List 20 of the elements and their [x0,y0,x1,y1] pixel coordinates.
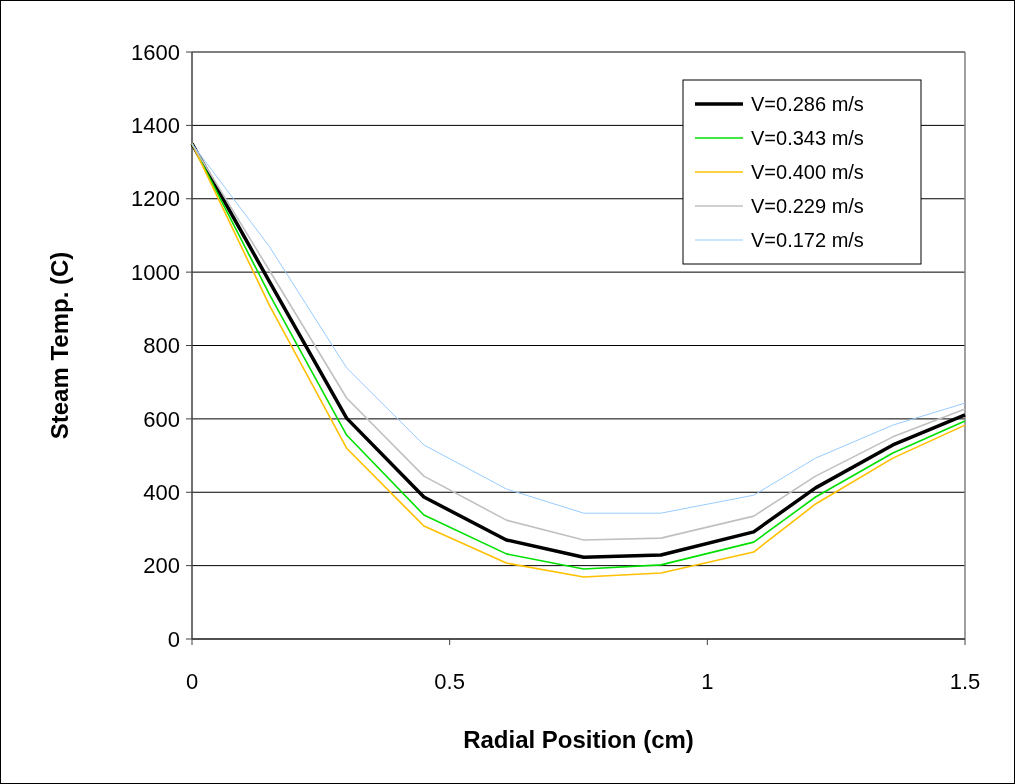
y-tick-label: 1600 [131,39,180,65]
y-tick-label: 1200 [131,186,180,212]
x-tick-label: 1.5 [949,669,981,694]
legend-label: V=0.229 m/s [751,195,864,217]
legend-label: V=0.286 m/s [751,93,864,115]
y-tick-label: 0 [167,626,180,652]
legend-label: V=0.400 m/s [751,161,864,183]
y-tick-label: 1000 [131,259,180,285]
x-tick-label: 0 [185,669,199,694]
y-tick-label: 400 [143,479,180,505]
y-tick-label: 800 [143,333,180,359]
x-axis-title: Radial Position (cm) [463,726,694,753]
x-tick-label: 0.5 [434,669,465,694]
legend-label: V=0.343 m/s [751,127,864,149]
y-tick-label: 1400 [131,113,180,139]
y-axis-title: Steam Temp. (C) [46,251,73,440]
x-tick-label: 1 [701,669,714,694]
y-tick-label: 600 [143,406,180,432]
y-tick-label: 200 [143,553,180,579]
legend-label: V=0.172 m/s [751,229,864,251]
